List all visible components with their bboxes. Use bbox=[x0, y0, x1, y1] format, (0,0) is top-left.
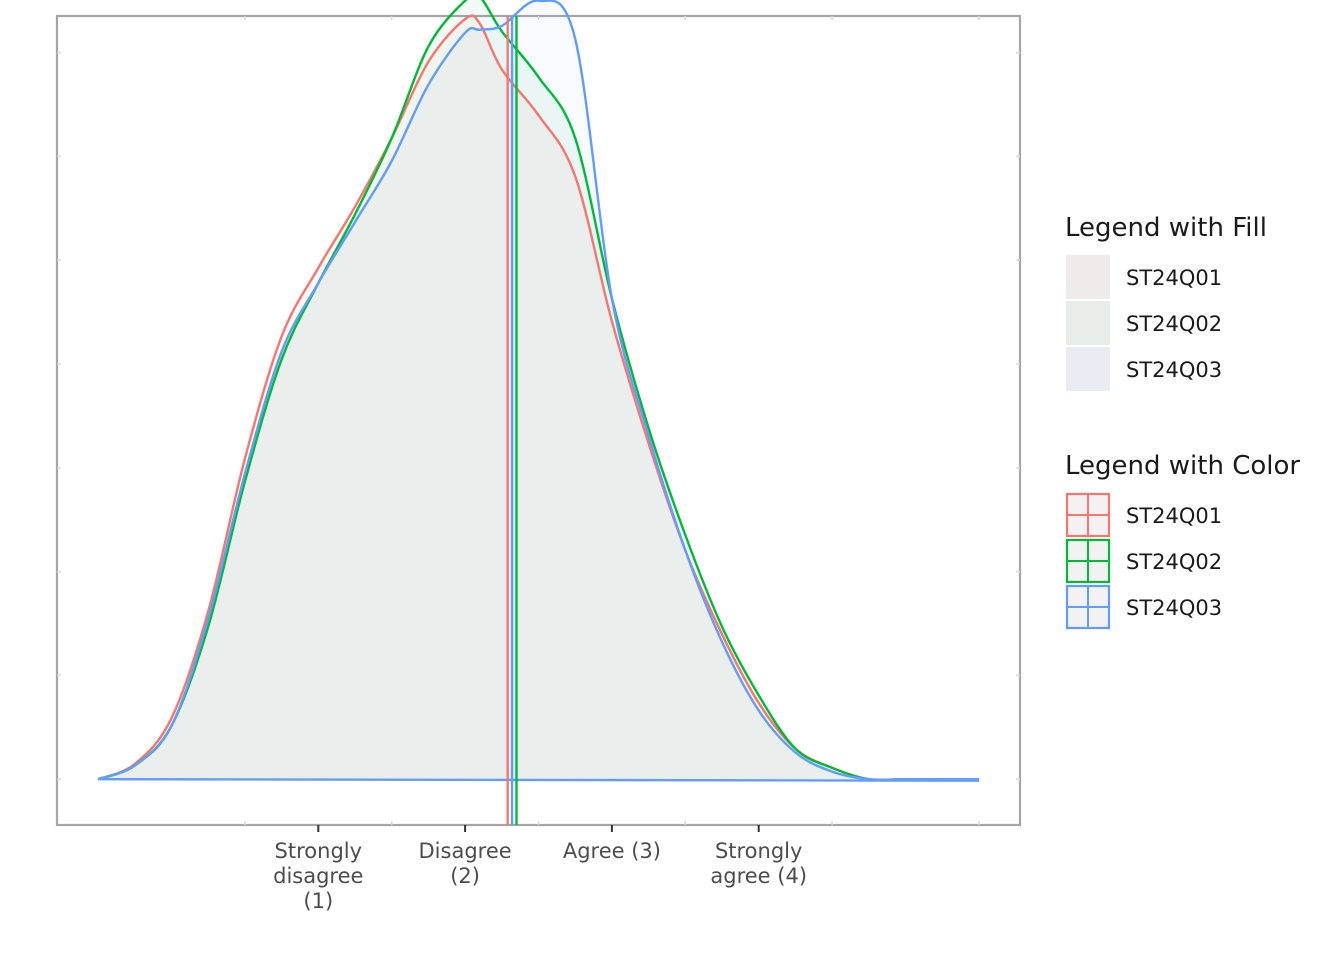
density-baseline bbox=[98, 778, 979, 782]
density-area-st24q03 bbox=[98, 0, 979, 780]
density-line-st24q02 bbox=[97, 0, 979, 782]
density-line-st24q03 bbox=[97, 0, 979, 781]
x-tick-label: Disagree (2) bbox=[419, 839, 512, 888]
legend-fill-title: Legend with Fill bbox=[1065, 213, 1267, 243]
x-axis: Strongly disagree (1)Disagree (2)Agree (3) S… bbox=[273, 825, 807, 913]
legend-fill: Legend with Fill ST24Q01 ST24Q02 ST24Q03 bbox=[1065, 213, 1267, 391]
x-tick-label-line: (1) bbox=[303, 889, 333, 913]
legend-fill-key bbox=[1066, 301, 1110, 345]
legend-fill-key bbox=[1066, 255, 1110, 299]
legend-color-key bbox=[1065, 492, 1111, 538]
legend-color-label: ST24Q03 bbox=[1126, 596, 1222, 620]
legend-fill-label: ST24Q01 bbox=[1126, 266, 1222, 290]
legend-color-key bbox=[1065, 584, 1111, 630]
density-area-st24q01 bbox=[98, 15, 979, 781]
plot-area bbox=[55, 0, 1022, 827]
density-area-st24q02 bbox=[98, 0, 979, 781]
x-tick-label: Strongly agree (4) bbox=[710, 839, 807, 888]
x-tick-label-line: Agree (3) bbox=[563, 839, 661, 863]
x-tick-label-line: Strongly bbox=[275, 839, 363, 863]
x-tick-label-line: agree (4) bbox=[710, 864, 807, 888]
panel-border bbox=[55, 14, 1022, 827]
legend-fill-label: ST24Q02 bbox=[1126, 312, 1222, 336]
x-tick-label-line: Strongly bbox=[715, 839, 803, 863]
legend-color-key bbox=[1065, 538, 1111, 584]
legend-color-title: Legend with Color bbox=[1065, 451, 1300, 481]
legend-fill-label: ST24Q03 bbox=[1126, 358, 1222, 382]
x-tick-label-line: (2) bbox=[450, 864, 480, 888]
x-tick-label-line: Disagree bbox=[419, 839, 512, 863]
x-tick-label: Strongly disagree (1) bbox=[273, 839, 363, 913]
legend-fill-key bbox=[1066, 347, 1110, 391]
legend-color: Legend with Color ST24Q01 ST24Q02 ST24Q03 bbox=[1065, 451, 1300, 630]
x-tick-label: Agree (3) bbox=[563, 839, 661, 863]
x-tick-label-line: disagree bbox=[273, 864, 363, 888]
legend-color-label: ST24Q02 bbox=[1126, 550, 1222, 574]
legend-color-label: ST24Q01 bbox=[1126, 504, 1222, 528]
